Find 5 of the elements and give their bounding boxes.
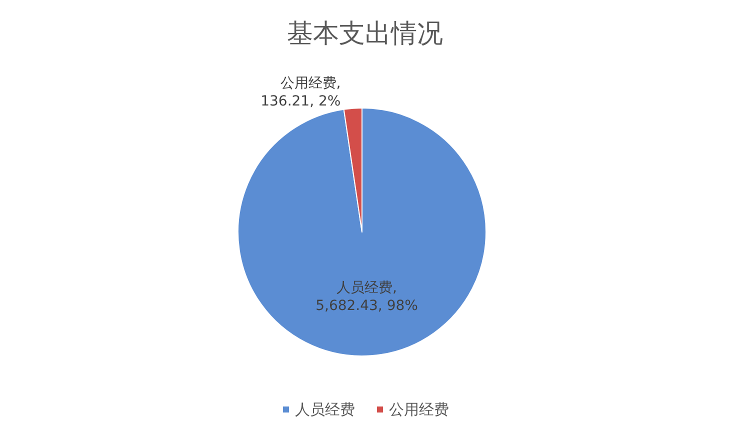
data-label: 公用经费, 136.21, 2% [260, 75, 341, 110]
data-label: 人员经费, 5,682.43, 98% [316, 280, 418, 314]
legend-label: 人员经费 [295, 400, 355, 418]
chart-title: 基本支出情况 [287, 19, 443, 49]
legend-label: 公用经费 [389, 400, 449, 418]
